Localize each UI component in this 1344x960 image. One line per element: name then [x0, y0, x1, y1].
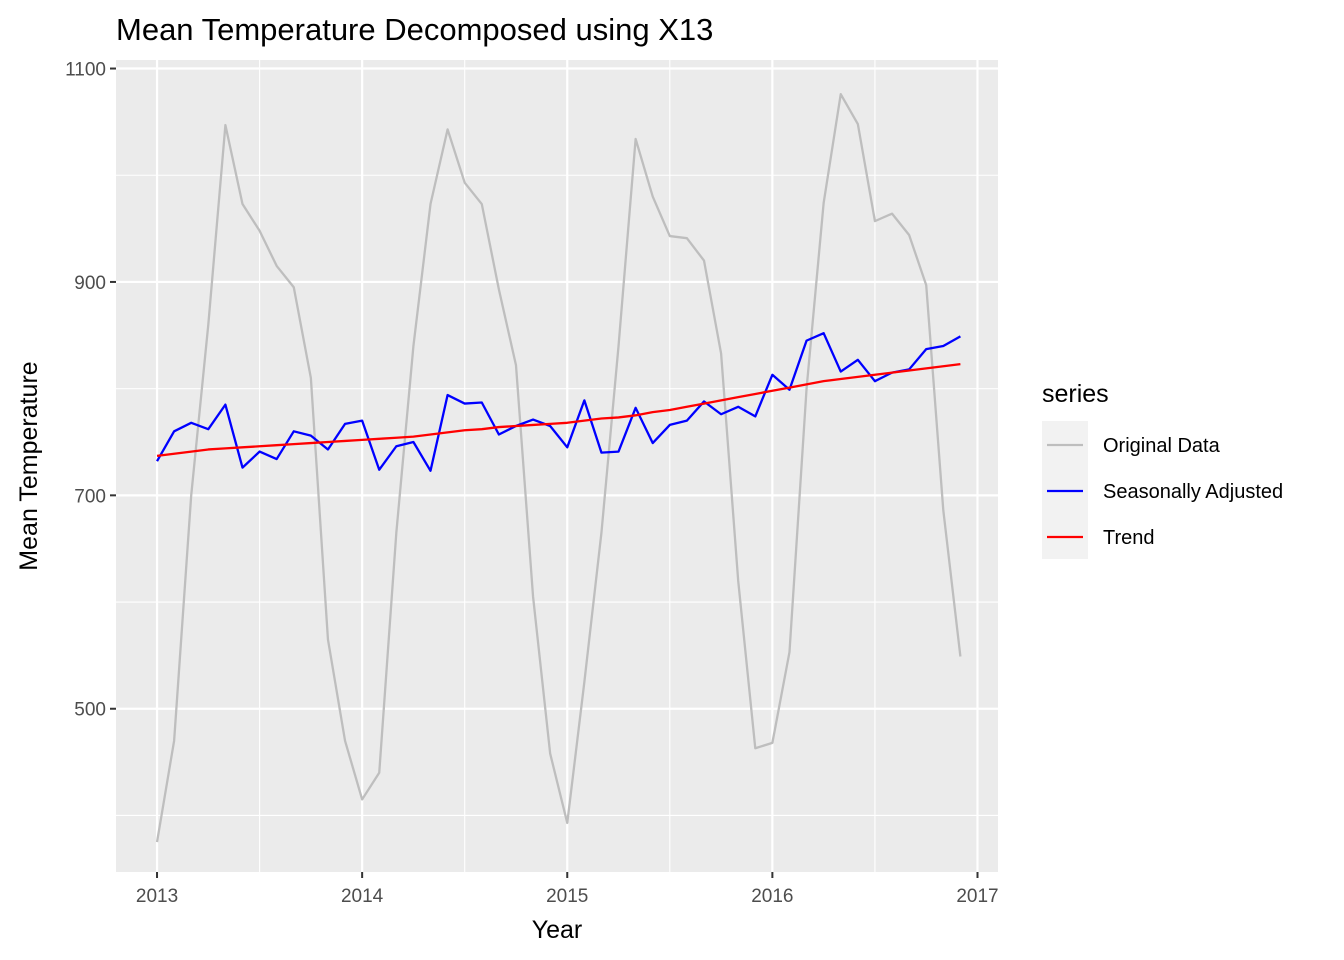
y-axis-title: Mean Temperature: [15, 361, 43, 570]
y-tick-label: 900: [74, 273, 106, 294]
major-gridlines: [116, 60, 998, 872]
y-tick-label: 500: [74, 700, 106, 721]
legend-label-original-data: Original Data: [1103, 435, 1221, 457]
minor-gridlines: [116, 60, 998, 872]
legend: series Original Data Seasonally Adjusted T…: [1042, 380, 1283, 559]
legend-label-trend: Trend: [1103, 527, 1155, 549]
series-lines: [155, 92, 962, 843]
x-axis: 2013 2014 2015 2016 2017: [136, 872, 999, 907]
series-line-original-data: [155, 92, 962, 843]
x-tick-label: 2014: [341, 886, 384, 907]
x-axis-title: Year: [532, 916, 583, 944]
x-tick-label: 2017: [956, 886, 998, 907]
x-tick-label: 2016: [751, 886, 793, 907]
plot-panel: [116, 60, 998, 872]
chart-title: Mean Temperature Decomposed using X13: [116, 12, 713, 47]
y-axis: 500 700 900 1100: [65, 60, 116, 721]
x-tick-label: 2015: [546, 886, 588, 907]
x-tick-label: 2013: [136, 886, 178, 907]
legend-title: series: [1042, 380, 1109, 408]
y-tick-label: 1100: [65, 60, 106, 81]
y-tick-label: 700: [74, 486, 106, 507]
series-line-seasonally-adjusted: [156, 332, 961, 472]
series-line-trend: [156, 362, 961, 458]
legend-label-seasonally-adjusted: Seasonally Adjusted: [1103, 481, 1283, 503]
